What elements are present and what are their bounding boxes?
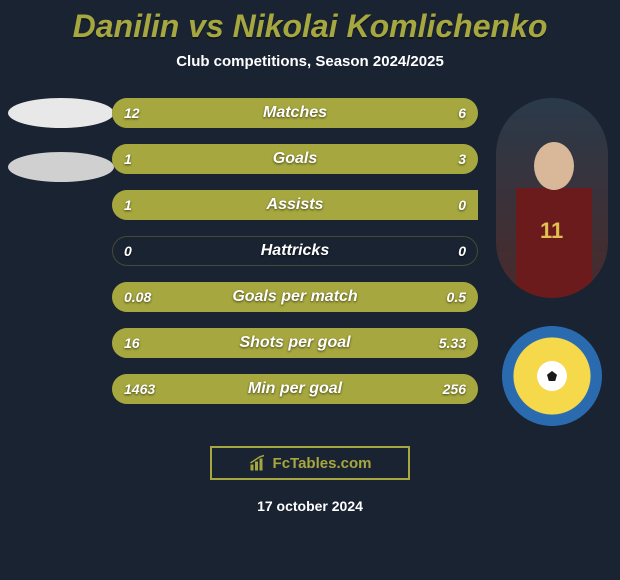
stat-row: 10Assists [112,190,478,220]
soccer-ball-icon [537,361,567,391]
avatar-placeholder-icon [8,152,114,182]
jersey-number: 11 [540,218,563,244]
brand-name: FcTables.com [273,455,372,472]
stat-value-left: 0 [124,236,132,266]
stat-row: 13Goals [112,144,478,174]
bar-left-fill [112,98,356,128]
stat-row: 165.33Shots per goal [112,328,478,358]
head-shape [534,142,574,190]
bar-right-fill [163,282,478,312]
bars-container: 126Matches 13Goals 10Assists 0 0Hattricks 0.0… [112,98,478,420]
bar-right-fill [204,144,479,174]
page-title: Danilin vs Nikolai Komlichenko [0,0,620,45]
club-badge-icon [502,326,602,426]
bar-right-fill [387,328,479,358]
bar-left-fill [112,282,163,312]
chart-logo-icon [249,454,267,472]
stat-row: 0 0Hattricks [112,236,478,266]
bar-left-fill [112,374,423,404]
stat-label: Hattricks [112,236,478,266]
bar-right-fill [356,98,478,128]
subtitle: Club competitions, Season 2024/2025 [0,53,620,70]
date-line: 17 october 2024 [0,498,620,514]
bar-left-fill [112,328,387,358]
stat-row: 126Matches [112,98,478,128]
bar-left-fill [112,190,478,220]
brand-footer: FcTables.com [210,446,410,480]
left-player-avatars [8,98,114,206]
right-player-photo: 11 [496,98,608,298]
avatar-placeholder-icon [8,98,114,128]
stat-value-right: 0 [458,236,466,266]
stat-row: 1463256Min per goal [112,374,478,404]
bar-right-fill [423,374,478,404]
bar-left-fill [112,144,204,174]
stat-row: 0.080.5Goals per match [112,282,478,312]
